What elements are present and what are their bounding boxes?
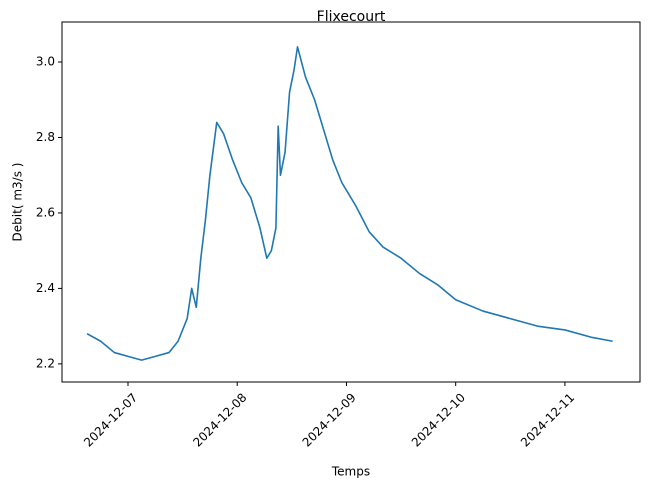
y-tick-label: 3.0	[36, 55, 55, 69]
plot-frame	[61, 21, 641, 383]
x-tick-label: 2024-12-09	[300, 390, 359, 449]
data-line	[86, 46, 613, 361]
x-axis-label: Temps	[331, 465, 370, 479]
y-tick-label: 2.4	[36, 281, 55, 295]
y-tick-label: 2.2	[36, 356, 55, 370]
y-tick-label: 2.8	[36, 130, 55, 144]
x-tick-label: 2024-12-10	[409, 390, 468, 449]
x-tick-label: 2024-12-11	[518, 390, 577, 449]
y-tick-label: 2.6	[36, 205, 55, 219]
x-tick-label: 2024-12-08	[190, 390, 249, 449]
y-axis-label: Debit( m3/s )	[11, 163, 25, 242]
chart-title: Flixecourt	[317, 9, 386, 25]
x-tick-label: 2024-12-07	[81, 390, 140, 449]
